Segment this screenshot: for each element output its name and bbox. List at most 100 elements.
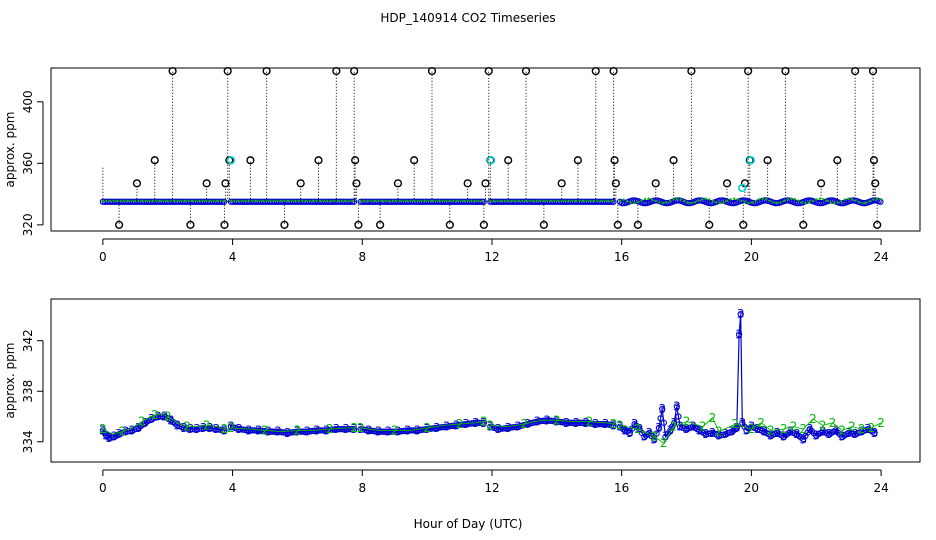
top-x-tick-label: 24 — [873, 250, 888, 264]
baseline-alt-point — [293, 199, 297, 203]
series-2-marker: 2 — [748, 422, 756, 436]
series-3-marker: 3 — [193, 422, 201, 436]
baseline-alt-point — [169, 199, 172, 203]
series-2-marker: 2 — [553, 413, 561, 427]
spike-marker — [871, 179, 880, 188]
baseline-alt-point — [665, 201, 668, 204]
series-3-circle — [480, 419, 488, 426]
spike-marker — [873, 220, 882, 229]
bottom-y-tick-label: 334 — [21, 430, 35, 453]
baseline-alt-point — [531, 199, 535, 203]
baseline-alt-point — [761, 197, 764, 200]
series-3-circle — [154, 413, 162, 420]
series-3-marker: 3 — [141, 416, 149, 430]
spike-marker — [262, 66, 271, 76]
baseline-alt-point — [187, 199, 190, 203]
baseline-alt-point — [592, 199, 596, 203]
baseline-alt-point — [807, 201, 811, 204]
series-3-marker: 3 — [667, 423, 675, 437]
baseline-alt-point — [190, 199, 194, 203]
series-3-marker: 3 — [733, 421, 741, 435]
spike-marker — [573, 156, 583, 165]
series-3-marker: 3 — [806, 422, 814, 436]
baseline-alt-point — [658, 201, 661, 204]
series-3-marker: 3 — [99, 423, 107, 437]
top-y-tick-label: 400 — [21, 90, 35, 113]
baseline-point — [217, 198, 224, 205]
series-3-marker: 3 — [187, 422, 195, 436]
baseline-alt-point — [409, 199, 412, 203]
baseline-alt-point — [283, 199, 286, 203]
baseline-alt-point — [790, 197, 793, 200]
bottom-x-tick-label: 0 — [99, 481, 107, 495]
series-3-marker: 3 — [495, 422, 503, 436]
baseline-alt-point — [133, 199, 137, 203]
series-3-circle — [578, 419, 586, 426]
series-3-circle — [346, 425, 354, 433]
series-2-marker: 2 — [683, 415, 691, 429]
series-3-marker: 3 — [102, 428, 110, 442]
baseline-alt-point — [373, 199, 377, 203]
series-2-marker: 2 — [326, 422, 334, 436]
spike-marker — [246, 156, 255, 165]
bottom-x-tick-label: 20 — [744, 481, 759, 495]
series-3-circle — [337, 425, 344, 433]
spike-marker — [687, 66, 696, 76]
spike-marker — [705, 220, 714, 229]
spike-marker — [817, 179, 826, 188]
baseline-alt-point — [434, 199, 437, 203]
baseline-alt-point — [233, 199, 236, 203]
spike-marker — [833, 156, 842, 165]
series-3-marker: 3 — [715, 428, 723, 442]
series-3-circle — [344, 425, 352, 433]
series-3-marker: 3 — [534, 415, 542, 429]
bottom-x-tick-label: 4 — [229, 481, 237, 495]
series-3-circle — [594, 420, 601, 428]
baseline-alt-point — [412, 199, 416, 203]
series-3-marker: 3 — [487, 420, 495, 434]
baseline-alt-point — [775, 201, 779, 205]
spike-marker — [427, 66, 437, 76]
baseline-alt-point — [492, 199, 496, 203]
series-3-marker: 3 — [641, 430, 649, 444]
baseline-alt-point — [854, 199, 857, 202]
series-2-marker: 2 — [610, 417, 618, 431]
series-3-marker: 3 — [264, 425, 272, 439]
baseline-alt-point — [811, 199, 814, 203]
baseline-alt-point — [618, 199, 622, 203]
baseline-alt-point — [603, 199, 606, 203]
spike-marker — [202, 179, 211, 188]
baseline-alt-point — [251, 199, 254, 203]
series-3-circle — [375, 428, 382, 435]
spike-marker — [799, 220, 808, 229]
baseline-alt-point — [571, 199, 574, 203]
series-3-marker: 3 — [161, 410, 169, 424]
top-y-tick-label: 360 — [21, 152, 35, 175]
baseline-alt-point — [151, 199, 155, 203]
series-3-marker: 3 — [582, 416, 590, 430]
spike-marker — [463, 179, 472, 188]
series-3-marker: 3 — [761, 425, 769, 439]
series-3-circle — [478, 419, 486, 426]
baseline-alt-point — [740, 199, 743, 203]
series-3-circle — [335, 425, 342, 433]
series-2-marker: 2 — [829, 416, 837, 430]
cyan-point — [486, 156, 496, 165]
baseline-alt-point — [797, 199, 800, 202]
series-3-circle — [302, 428, 309, 435]
baseline-alt-point — [578, 199, 581, 203]
series-3-circle — [871, 429, 878, 437]
baseline-alt-point — [473, 199, 476, 203]
baseline-alt-point — [347, 199, 350, 203]
baseline-alt-point — [711, 199, 715, 203]
series-3-marker: 3 — [670, 416, 678, 430]
top-x-tick-label: 12 — [484, 250, 499, 264]
series-3-marker: 3 — [737, 307, 745, 321]
spike-marker — [354, 220, 363, 229]
series-2-marker: 2 — [183, 420, 191, 434]
chart-title: HDP_140914 CO2 Timeseries — [380, 11, 555, 25]
series-3-marker: 3 — [631, 417, 639, 431]
series-3-marker: 3 — [819, 425, 827, 439]
series-3-marker: 3 — [462, 417, 470, 431]
series-3-circle — [657, 415, 664, 422]
